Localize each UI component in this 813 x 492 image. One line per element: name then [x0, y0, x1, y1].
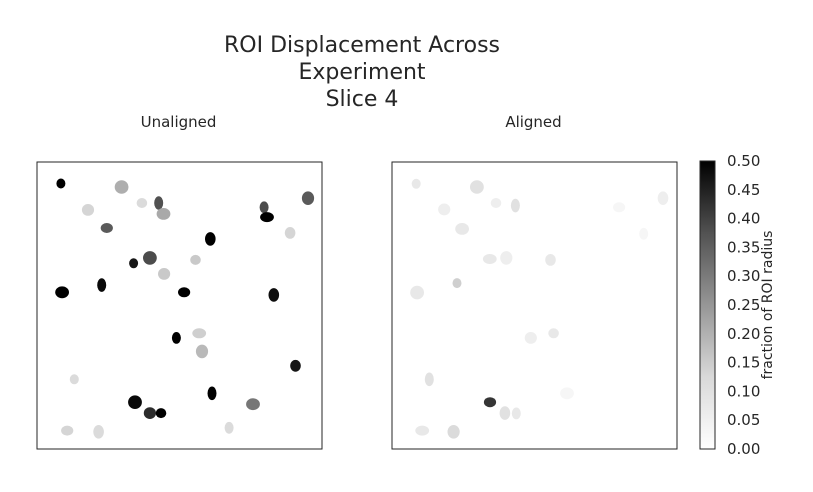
roi-mark — [545, 254, 556, 266]
colorbar-ticks: 0.00 0.05 0.10 0.15 0.20 0.25 0.30 0.35 0.40 0.45… — [727, 152, 760, 458]
roi-mark — [524, 332, 537, 344]
heatmap-panel-aligned — [391, 161, 678, 450]
roi-mark — [192, 328, 207, 339]
colorbar-tick-label: 0.30 — [727, 267, 760, 285]
roi-mark — [290, 359, 301, 372]
roi-mark — [259, 201, 269, 214]
roi-mark — [156, 208, 171, 220]
roi-mark — [438, 203, 451, 216]
roi-mark — [93, 425, 104, 439]
roi-mark — [455, 223, 469, 235]
roi-mark — [482, 254, 497, 264]
roi-mark — [246, 398, 260, 411]
roi-mark — [447, 425, 460, 439]
roi-mark — [268, 288, 280, 302]
figure-title: ROI Displacement Across Experiment Slice… — [212, 32, 512, 113]
roi-mark — [136, 198, 148, 208]
roi-mark — [61, 425, 74, 436]
roi-mark — [55, 286, 69, 299]
roi-mark — [301, 191, 315, 205]
roi-mark — [639, 227, 649, 240]
heatmap-panels — [36, 161, 678, 450]
roi-mark — [158, 268, 171, 280]
roi-mark — [424, 372, 434, 387]
colorbar-tick-label: 0.10 — [727, 382, 760, 400]
roi-mark — [190, 254, 201, 265]
figure-title-line-2: Experiment — [298, 60, 426, 85]
roi-mark — [81, 204, 95, 216]
roi-mark — [548, 328, 559, 339]
figure-title-line-1: ROI Displacement Across — [223, 33, 501, 58]
roi-mark — [415, 425, 430, 436]
roi-mark — [260, 212, 274, 223]
panel-frame — [391, 161, 678, 450]
roi-mark — [483, 397, 497, 408]
roi-mark — [470, 180, 484, 194]
panel-frame — [36, 161, 323, 450]
roi-mark — [143, 407, 156, 419]
colorbar-tick-label: 0.50 — [727, 152, 760, 170]
figure-title-line-3: Slice 4 — [325, 87, 399, 112]
roi-mark — [207, 386, 217, 401]
roi-mark — [129, 258, 139, 269]
panel-title-unaligned: Unaligned — [140, 113, 217, 131]
roi-mark — [171, 332, 181, 344]
roi-mark — [154, 196, 164, 210]
roi-mark — [97, 278, 107, 292]
colorbar: 0.00 0.05 0.10 0.15 0.20 0.25 0.30 0.35 0.40 0.45… — [699, 152, 776, 458]
roi-mark — [613, 202, 626, 213]
colorbar-gradient — [699, 160, 716, 450]
roi-mark — [411, 178, 421, 189]
roi-mark — [511, 407, 521, 420]
roi-mark — [510, 198, 520, 213]
roi-mark — [195, 344, 209, 359]
roi-mark — [224, 421, 234, 434]
colorbar-tick-label: 0.20 — [727, 325, 760, 343]
colorbar-tick-label: 0.45 — [727, 181, 760, 199]
roi-mark — [100, 223, 113, 233]
roi-mark — [128, 395, 142, 410]
roi-mark — [499, 406, 511, 420]
roi-mark — [69, 374, 79, 385]
roi-mark — [114, 180, 129, 194]
roi-mark — [56, 178, 66, 189]
heatmap-panel-unaligned — [36, 161, 323, 450]
roi-mark — [490, 198, 502, 208]
colorbar-tick-label: 0.15 — [727, 354, 760, 372]
roi-mark — [205, 232, 216, 246]
colorbar-tick-label: 0.35 — [727, 238, 760, 256]
roi-mark — [452, 278, 462, 289]
roi-mark — [155, 408, 167, 419]
roi-mark — [560, 387, 574, 400]
colorbar-tick-label: 0.40 — [727, 210, 760, 228]
roi-mark — [410, 285, 424, 300]
colorbar-tick-label: 0.05 — [727, 411, 760, 429]
roi-mark — [657, 191, 669, 205]
panel-title-aligned: Aligned — [505, 113, 562, 131]
roi-mark — [178, 287, 191, 298]
roi-mark — [143, 251, 157, 265]
roi-mark — [500, 251, 513, 265]
colorbar-tick-label: 0.00 — [727, 440, 760, 458]
colorbar-label: fraction of ROI radius — [760, 231, 776, 380]
roi-mark — [284, 227, 296, 239]
colorbar-tick-label: 0.25 — [727, 296, 760, 314]
